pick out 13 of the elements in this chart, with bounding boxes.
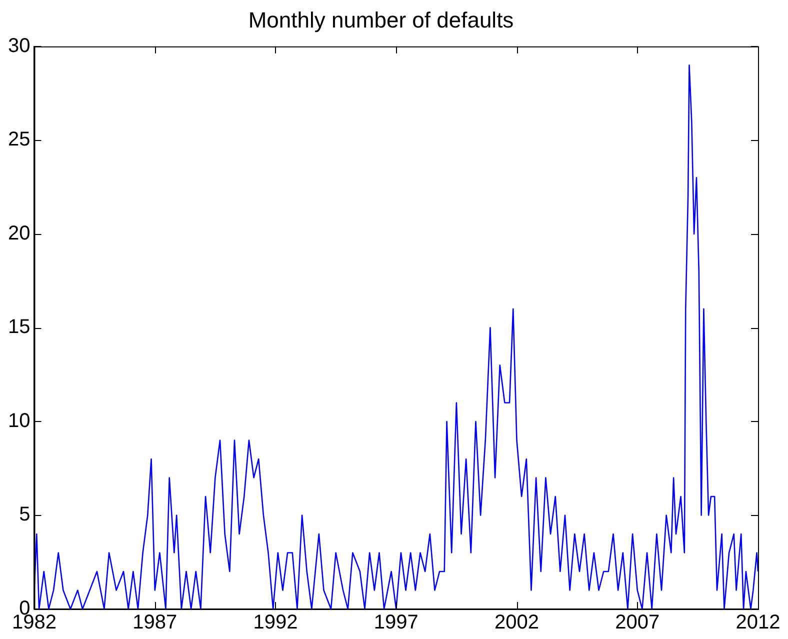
x-tick-label: 2007 — [615, 612, 660, 634]
y-tick-label: 10 — [8, 410, 30, 432]
chart-title: Monthly number of defaults — [248, 7, 514, 32]
x-tick-label: 1987 — [132, 612, 178, 634]
y-tick-label: 20 — [8, 222, 30, 244]
y-tick-label: 30 — [8, 34, 30, 57]
y-tick-label: 15 — [8, 316, 30, 338]
x-tick-label: 2002 — [494, 612, 539, 634]
y-tick-label: 25 — [8, 128, 30, 151]
x-tick-label: 1992 — [253, 612, 298, 634]
x-tick-label: 2012 — [736, 612, 780, 634]
x-tick-label: 1997 — [374, 612, 418, 634]
y-tick-label: 5 — [19, 504, 30, 526]
